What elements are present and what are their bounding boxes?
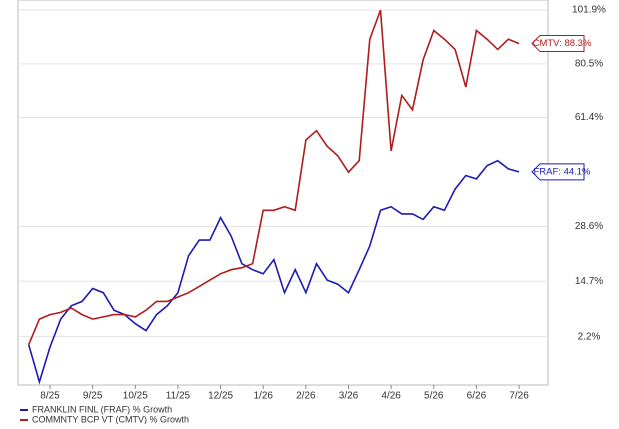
end-label-box [531,35,585,53]
legend-label: FRANKLIN FINL (FRAF) % Growth [32,404,172,414]
x-tick-label: 9/25 [83,391,103,402]
y-tick-label: 80.5% [575,58,603,69]
end-label: CMTV: 88.3% [533,38,592,49]
x-tick-label: 11/25 [166,391,191,402]
y-tick-label: 14.7% [575,276,603,287]
y-tick-label: 28.6% [575,221,603,232]
x-tick-label: 5/26 [424,391,444,402]
x-tick-label: 1/26 [253,391,273,402]
y-tick-label: 101.9% [572,5,606,16]
y-tick-label: 2.2% [578,331,601,342]
x-tick-label: 3/26 [339,391,359,402]
end-label-box [531,163,585,181]
x-tick-label: 4/26 [381,391,401,402]
legend-label: COMMNTY BCP VT (CMTV) % Growth [32,414,189,424]
x-tick-label: 2/26 [296,391,316,402]
y-tick-label: 61.4% [575,112,603,123]
x-tick-label: 8/25 [40,391,60,402]
series-line [27,9,520,346]
x-tick-label: 7/26 [509,391,529,402]
x-tick-label: 10/25 [123,391,148,402]
x-tick-label: 6/26 [467,391,487,402]
series-line [27,159,520,385]
plot-area [17,0,549,386]
end-label: FRAF: 44.1% [533,166,591,177]
x-tick-label: 12/25 [208,391,233,402]
